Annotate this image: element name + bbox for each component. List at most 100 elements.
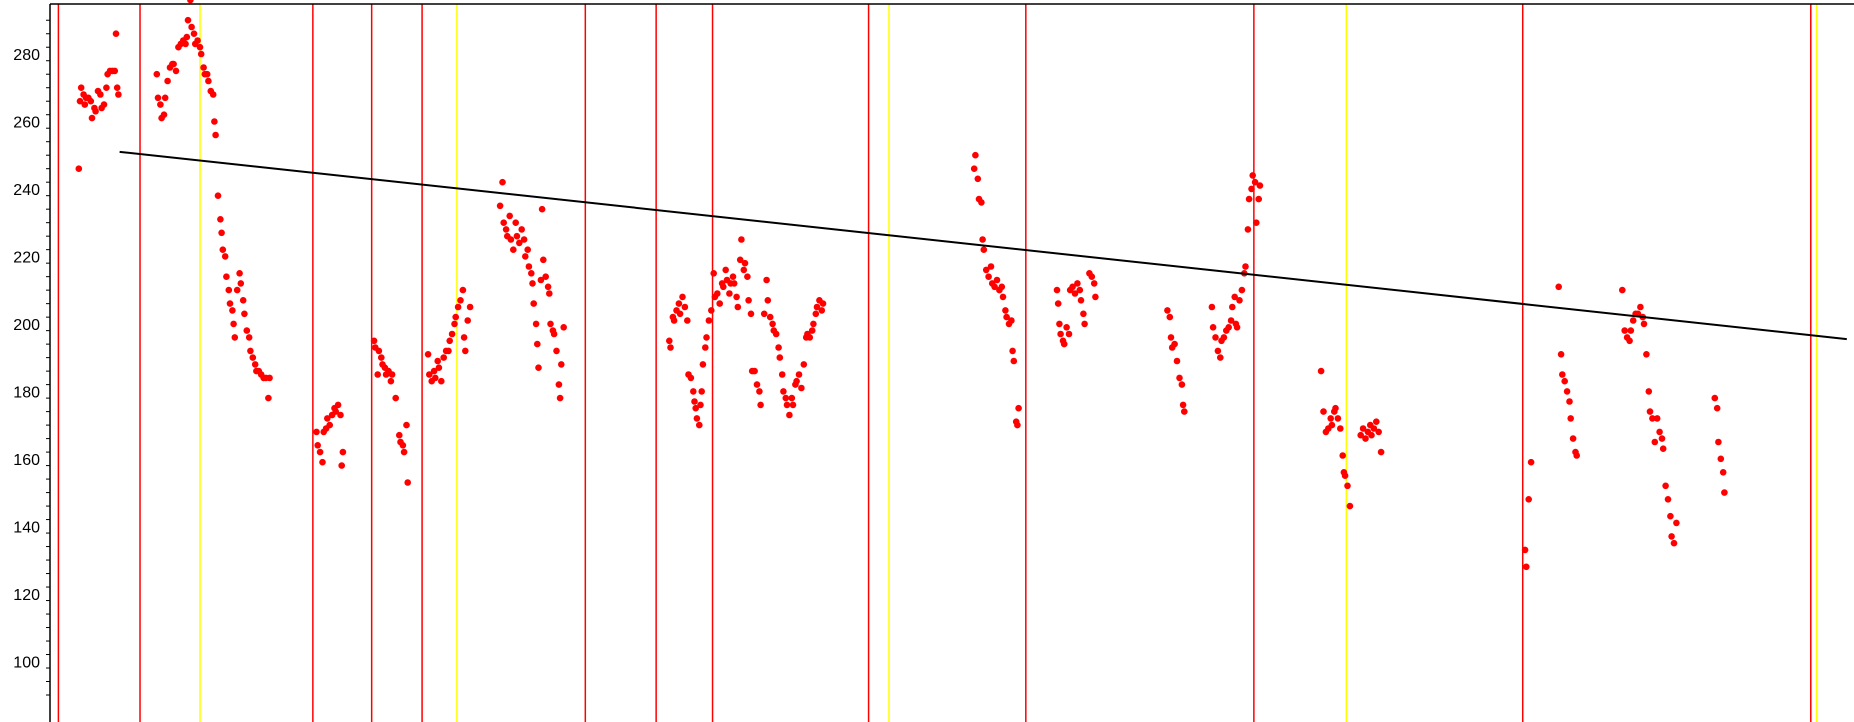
data-point — [111, 67, 119, 75]
y-tick-label: 180 — [13, 384, 40, 401]
data-point — [745, 297, 752, 304]
data-point — [499, 178, 506, 186]
data-point — [314, 442, 322, 449]
data-point — [1256, 182, 1264, 189]
data-point — [513, 232, 521, 240]
data-point — [1649, 415, 1656, 422]
data-point — [212, 131, 219, 139]
y-tick-label: 200 — [13, 317, 40, 334]
data-point — [375, 347, 383, 355]
data-point — [1627, 327, 1635, 334]
data-point — [697, 401, 704, 409]
data-point — [1561, 377, 1568, 385]
data-point — [218, 229, 225, 237]
data-point — [1242, 263, 1249, 270]
data-point — [714, 290, 721, 297]
data-point — [524, 246, 531, 253]
data-point — [1176, 374, 1183, 382]
data-point — [1713, 404, 1721, 412]
data-point — [502, 226, 510, 233]
data-point — [370, 337, 378, 345]
data-point — [692, 404, 699, 412]
data-point — [231, 334, 239, 341]
data-point — [1255, 195, 1262, 203]
data-point — [313, 428, 320, 436]
data-point — [112, 30, 120, 37]
data-point — [1231, 293, 1238, 301]
data-point — [1664, 496, 1672, 503]
data-point — [1251, 178, 1259, 186]
data-point — [1640, 320, 1648, 328]
data-point — [1327, 415, 1334, 422]
data-point — [81, 101, 89, 108]
data-point — [691, 398, 698, 405]
data-point — [466, 303, 474, 311]
data-point — [1253, 219, 1260, 226]
data-point — [77, 84, 85, 91]
data-point — [766, 313, 774, 321]
data-point — [1670, 539, 1678, 547]
data-point — [540, 256, 547, 264]
data-point — [211, 118, 218, 125]
data-point — [1668, 533, 1675, 540]
data-point — [1009, 347, 1016, 355]
data-point — [1377, 448, 1385, 456]
data-point — [457, 297, 464, 304]
data-point — [716, 300, 723, 307]
data-point — [747, 310, 755, 318]
data-point — [810, 320, 817, 328]
data-point — [205, 77, 212, 85]
data-point — [979, 236, 986, 243]
data-point — [528, 270, 535, 277]
data-point — [374, 371, 382, 378]
data-point — [161, 94, 169, 102]
data-point — [783, 401, 791, 409]
data-point — [1220, 334, 1228, 341]
data-point — [776, 354, 784, 361]
data-point — [388, 371, 396, 378]
data-point — [812, 310, 820, 318]
data-point — [454, 303, 462, 311]
data-point — [1060, 340, 1068, 348]
data-point — [544, 283, 552, 291]
data-point — [1249, 172, 1256, 179]
data-point — [438, 377, 445, 385]
data-point — [326, 421, 334, 429]
data-point — [512, 219, 519, 226]
data-point — [1521, 546, 1529, 554]
data-point — [972, 151, 979, 159]
data-point — [1076, 286, 1084, 294]
data-point — [684, 317, 691, 324]
data-point — [789, 401, 797, 409]
data-point — [1359, 425, 1367, 432]
vertical-marker-lines — [57, 4, 1818, 722]
data-point — [225, 286, 233, 294]
data-point — [736, 256, 744, 264]
data-point — [1334, 415, 1342, 422]
data-point — [1054, 300, 1062, 307]
data-point — [1208, 303, 1216, 311]
data-points — [75, 0, 1728, 571]
data-point — [196, 43, 204, 51]
data-point — [1010, 357, 1018, 365]
data-point — [1555, 283, 1562, 291]
data-point — [681, 303, 689, 311]
data-point — [183, 33, 191, 41]
data-point — [1659, 445, 1667, 453]
data-point — [993, 276, 1001, 284]
data-point — [550, 330, 558, 338]
data-point — [818, 307, 826, 314]
data-point — [403, 421, 410, 429]
y-tick-label: 160 — [13, 452, 40, 469]
data-point — [1637, 303, 1644, 311]
data-point — [676, 310, 684, 318]
data-point — [751, 367, 758, 375]
data-point — [1573, 452, 1580, 459]
data-point — [690, 388, 697, 395]
data-point — [1015, 404, 1022, 412]
data-point — [1080, 310, 1087, 318]
data-point — [319, 458, 326, 466]
data-point — [1719, 469, 1727, 476]
